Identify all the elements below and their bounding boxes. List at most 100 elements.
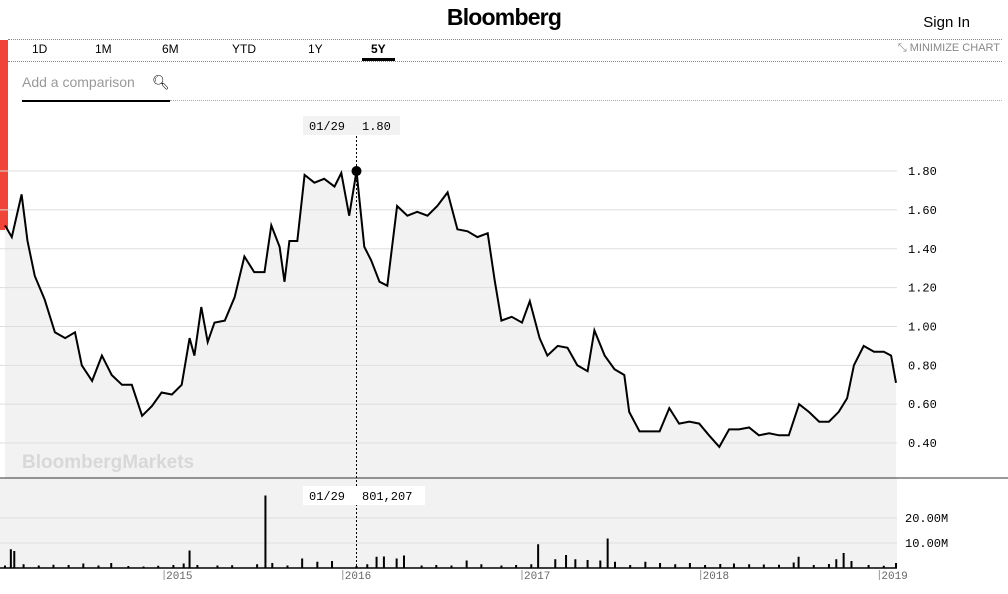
volume-bar <box>530 564 533 568</box>
price-tick-label: 1.80 <box>908 165 937 179</box>
tooltip-volume: 801,207 <box>362 490 412 504</box>
volume-bar <box>9 549 12 568</box>
volume-bar <box>331 561 334 568</box>
volume-bar <box>196 565 199 568</box>
volume-bar <box>606 538 609 568</box>
volume-bar <box>110 563 113 568</box>
minimize-icon: ⤡ <box>897 42 910 54</box>
price-tick-label: 1.20 <box>908 282 937 296</box>
volume-bar <box>355 565 358 568</box>
volume-bar <box>599 560 602 568</box>
volume-bar <box>316 561 319 568</box>
volume-bar <box>748 564 751 568</box>
volume-bar <box>127 566 130 568</box>
volume-bar <box>435 565 438 568</box>
volume-bar <box>67 565 70 568</box>
volume-bar <box>797 556 800 568</box>
volume-bar <box>554 559 557 568</box>
volume-bar <box>271 563 274 568</box>
volume-bar <box>188 550 191 568</box>
volume-bar <box>762 564 765 568</box>
price-tick-label: 1.00 <box>908 320 937 334</box>
volume-bar <box>13 551 16 568</box>
volume-bar <box>375 556 378 568</box>
volume-bar <box>827 564 830 568</box>
tab-1m[interactable]: 1M <box>95 42 112 56</box>
tooltip-date-volume: 01/29 <box>309 490 345 504</box>
volume-bar <box>732 563 735 568</box>
search-icon[interactable]: 🔍︎ <box>152 74 170 90</box>
volume-bar <box>395 558 398 568</box>
x-tick-label: 2017 <box>524 571 550 583</box>
x-tick-label: 2018 <box>703 571 729 583</box>
volume-panel <box>0 478 897 568</box>
divider <box>8 61 1002 62</box>
volume-bar <box>537 544 540 568</box>
tab-ytd[interactable]: YTD <box>232 42 256 56</box>
volume-bar <box>792 562 795 568</box>
price-tick-label: 1.60 <box>908 204 937 218</box>
volume-bar <box>450 565 453 568</box>
price-tooltip-bg <box>303 116 400 135</box>
volume-bar <box>614 561 616 568</box>
volume-bar <box>301 558 304 568</box>
volume-bar <box>231 565 234 568</box>
tab-6m[interactable]: 6M <box>162 42 179 56</box>
volume-bar <box>586 560 589 568</box>
x-tick-label: 2019 <box>881 571 907 583</box>
volume-bar <box>500 565 503 568</box>
volume-bar <box>644 561 647 568</box>
volume-bar <box>172 565 175 568</box>
volume-bar <box>574 559 577 568</box>
minimize-chart-button[interactable]: ⤡ MINIMIZE CHART <box>898 42 1000 55</box>
volume-bar <box>565 555 568 568</box>
price-area <box>4 171 897 478</box>
volume-bar <box>867 565 870 568</box>
volume-bar <box>52 564 55 568</box>
volume-bar <box>256 564 259 568</box>
volume-bar <box>674 564 677 568</box>
comparison-field: 🔍︎ <box>22 70 170 102</box>
volume-bar <box>97 565 100 568</box>
volume-bar <box>835 559 838 568</box>
volume-bar <box>465 560 468 568</box>
volume-bar <box>264 495 267 568</box>
tab-5y[interactable]: 5Y <box>362 42 395 61</box>
price-tick-label: 1.40 <box>908 243 937 257</box>
volume-bar <box>157 565 160 568</box>
volume-bar <box>182 563 185 568</box>
volume-bar <box>850 561 853 568</box>
accent-bar <box>0 40 8 230</box>
tab-1y[interactable]: 1Y <box>308 42 323 56</box>
volume-bar <box>366 564 369 568</box>
volume-bar <box>402 555 405 568</box>
price-tick-label: 0.60 <box>908 398 937 412</box>
volume-bar <box>216 565 219 568</box>
tooltip-date: 01/29 <box>309 120 345 134</box>
volume-bar <box>882 565 885 568</box>
volume-tick-label: 20.00M <box>905 512 948 526</box>
minimize-label: MINIMIZE CHART <box>909 42 1000 54</box>
price-tick-label: 0.40 <box>908 437 937 451</box>
volume-bar <box>778 564 781 568</box>
price-line <box>4 169 897 449</box>
volume-bar <box>812 565 815 568</box>
volume-bar <box>895 563 898 568</box>
tooltip-price: 1.80 <box>362 120 391 134</box>
sign-in-link[interactable]: Sign In <box>923 14 970 31</box>
volume-bar <box>142 566 145 568</box>
comparison-input[interactable] <box>22 70 147 94</box>
divider <box>8 39 1002 40</box>
bloomberg-logo[interactable]: Bloomberg <box>446 4 562 30</box>
x-tick-label: 2016 <box>345 571 371 583</box>
volume-bar <box>842 553 845 568</box>
volume-bar <box>22 564 25 568</box>
volume-bar <box>3 565 6 568</box>
volume-bar <box>704 565 707 568</box>
volume-bar <box>688 563 691 568</box>
volume-bar <box>515 565 518 568</box>
volume-tooltip-bg <box>303 486 425 505</box>
volume-bar <box>82 563 85 568</box>
tab-1d[interactable]: 1D <box>32 42 48 56</box>
